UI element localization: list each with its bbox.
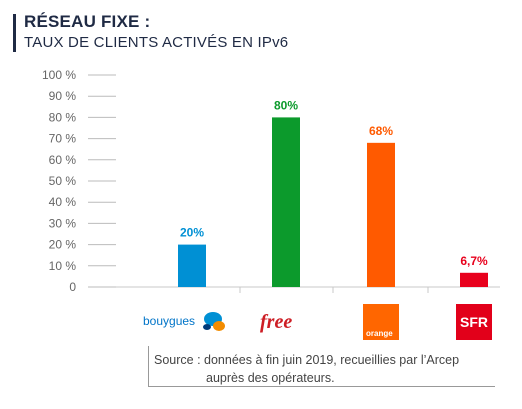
sfr-logo-text: SFR (460, 314, 488, 330)
source-note: Source : données à fin juin 2019, recuei… (154, 351, 494, 387)
bar-orange (367, 142, 395, 287)
y-tick-label: 100 % (42, 68, 76, 82)
y-tick-label: 70 % (49, 132, 77, 146)
orange-logo: orange (363, 304, 399, 340)
source-line-1: Source : données à fin juin 2019, recuei… (154, 353, 460, 367)
free-logo: free (256, 306, 326, 336)
chart-title: RÉSEAU FIXE : (24, 12, 151, 31)
y-tick-label: 0 (69, 280, 76, 294)
bar-value-label: 6,7% (460, 254, 488, 268)
y-tick-label: 80 % (49, 110, 77, 124)
y-tick-label: 60 % (49, 153, 77, 167)
y-tick-label: 10 % (49, 259, 77, 273)
source-box (148, 346, 495, 387)
chart-subtitle: TAUX DE CLIENTS ACTIVÉS EN IPv6 (24, 34, 289, 51)
y-tick-label: 40 % (49, 195, 77, 209)
y-tick-label: 20 % (49, 238, 77, 252)
title-accent-bar (13, 14, 16, 52)
source-line-2: auprès des opérateurs. (206, 371, 335, 385)
free-logo-text: free (260, 311, 292, 333)
bouygues-logo-text: bouygues (143, 314, 195, 328)
bar-sfr (460, 272, 488, 287)
y-tick-label: 90 % (49, 89, 77, 103)
bar-bouygues (178, 244, 206, 287)
bouygues-logo: bouygues (143, 306, 233, 336)
y-tick-label: 50 % (49, 174, 77, 188)
bar-value-label: 20% (180, 226, 204, 240)
orange-logo-text: orange (366, 329, 393, 338)
bar-value-label: 68% (369, 124, 393, 138)
y-tick-label: 30 % (49, 216, 77, 230)
bar-value-label: 80% (274, 98, 298, 112)
sfr-logo: SFR (456, 304, 492, 340)
bar-free (272, 117, 300, 288)
